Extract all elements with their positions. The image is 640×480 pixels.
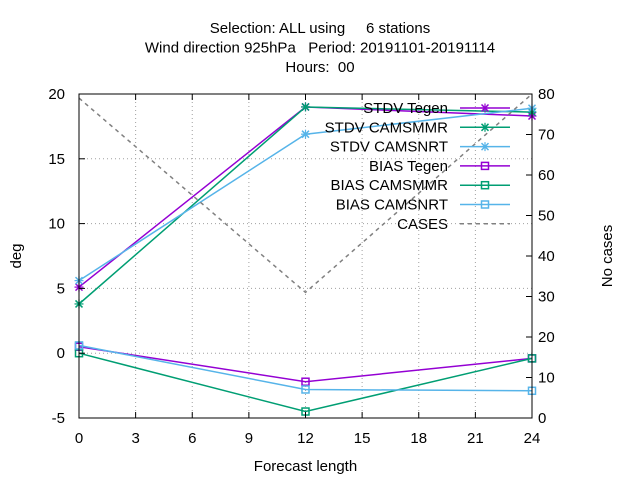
legend-marker	[480, 180, 490, 190]
legend-label: CASES	[397, 216, 448, 233]
series-bias-camsnrt	[74, 341, 537, 396]
legend-label: STDV CAMSNRT	[330, 139, 448, 156]
series-bias-tegen	[74, 342, 537, 386]
y-axis-label: deg	[8, 243, 25, 268]
y2-tick-label: 60	[538, 167, 555, 184]
y2-tick-label: 20	[538, 329, 555, 346]
x-tick-label: 0	[75, 430, 83, 447]
x-tick-label: 12	[297, 430, 314, 447]
x-tick-label: 3	[131, 430, 139, 447]
legend-item: BIAS CAMSNRT	[336, 197, 510, 214]
x-tick-label: 18	[410, 430, 427, 447]
data-point	[301, 385, 310, 394]
title-line: Selection: ALL using 6 stations	[210, 20, 430, 37]
legend-item: BIAS Tegen	[369, 158, 510, 175]
y-tick-label: 0	[57, 345, 65, 362]
legend-item: BIAS CAMSMMR	[330, 177, 510, 194]
legend-item: STDV Tegen	[363, 100, 510, 117]
legend-marker	[480, 200, 490, 209]
legend-label: BIAS CAMSMMR	[330, 177, 448, 194]
data-point	[301, 377, 310, 386]
legend-marker	[480, 161, 490, 171]
y2-tick-label: 10	[538, 370, 555, 387]
legend-item: CASES	[397, 216, 510, 233]
y2-tick-label: 30	[538, 289, 555, 306]
x-axis-label: Forecast length	[254, 458, 357, 475]
grid	[79, 94, 532, 418]
axis-ticks: 0 3 6 9 12 15 18 21 24 -5 0 5 10 15 20 0 10 20 30 40 50 60 70 8…	[48, 86, 554, 447]
data-point	[301, 129, 310, 139]
y2-tick-label: 50	[538, 208, 555, 225]
series-line	[78, 352, 533, 413]
y-tick-label: 15	[48, 151, 65, 168]
y2-tick-label: 0	[538, 410, 546, 427]
legend-label: BIAS CAMSNRT	[336, 197, 448, 214]
y2-tick-label: 40	[538, 248, 555, 265]
x-tick-label: 15	[354, 430, 371, 447]
data-point	[301, 102, 310, 112]
y-tick-label: 10	[48, 216, 65, 233]
x-tick-label: 21	[467, 430, 484, 447]
legend: STDV Tegen STDV CAMSMMR STDV CAMSNRT BIAS T…	[325, 100, 510, 233]
y-tick-label: -5	[52, 410, 65, 427]
y-tick-label: 5	[57, 280, 65, 297]
series-line	[78, 344, 533, 392]
legend-label: BIAS Tegen	[369, 158, 448, 175]
legend-item: STDV CAMSMMR	[325, 119, 510, 136]
series-layer	[74, 93, 537, 416]
y2-tick-label: 80	[538, 86, 555, 103]
legend-marker	[480, 122, 490, 132]
y-tick-label: 20	[48, 86, 65, 103]
legend-marker	[480, 142, 490, 152]
legend-label: STDV CAMSMMR	[325, 119, 449, 136]
chart-title: Selection: ALL using 6 stations Wind dire…	[145, 20, 495, 76]
x-tick-label: 9	[245, 430, 253, 447]
x-tick-label: 24	[524, 430, 541, 447]
title-line: Hours: 00	[285, 59, 354, 76]
series-line	[78, 345, 533, 383]
series-cases	[78, 93, 533, 294]
legend-marker	[480, 103, 490, 113]
legend-label: STDV Tegen	[363, 100, 448, 117]
y2-axis-label: No cases	[599, 225, 616, 288]
legend-item: STDV CAMSNRT	[330, 139, 510, 156]
x-tick-label: 6	[188, 430, 196, 447]
series-line	[78, 93, 533, 294]
title-line: Wind direction 925hPa Period: 20191101-2…	[145, 40, 495, 57]
y2-tick-label: 70	[538, 127, 555, 144]
